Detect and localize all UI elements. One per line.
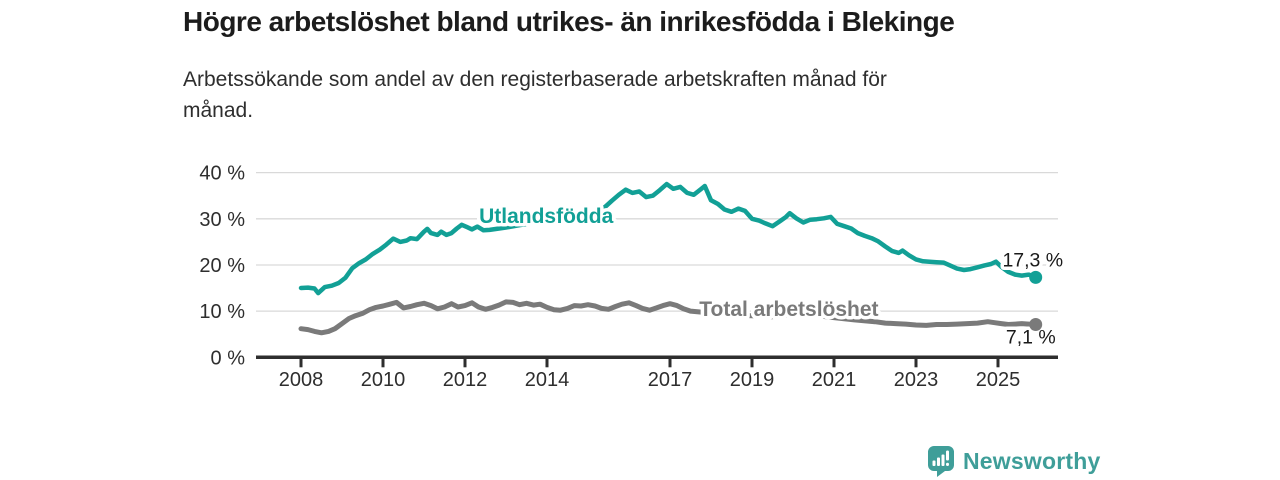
x-tick-label: 2012 [443, 369, 488, 391]
x-tick-label: 2023 [894, 369, 939, 391]
chart-title: Högre arbetslöshet bland utrikes- än inr… [183, 6, 955, 37]
series-line-utlandsfodda [298, 181, 1038, 296]
brand-name: Newsworthy [963, 448, 1101, 474]
series-end-dot-total [1029, 318, 1043, 331]
series-end-dot-utlandsfodda [1029, 270, 1043, 284]
x-tick-label: 2014 [525, 369, 570, 391]
newsworthy-logo[interactable]: Newsworthy [928, 446, 1100, 477]
newsworthy-logo-icon [928, 446, 954, 477]
y-tick-label: 0 % [211, 347, 246, 369]
x-tick-label: 2019 [730, 369, 775, 391]
series-label-total: Total arbetslöshet [699, 298, 878, 321]
series-line-total [298, 299, 1039, 336]
chart-subtitle: Arbetssökande som andel av den registerb… [183, 68, 887, 122]
y-tick-label: 40 % [199, 163, 245, 185]
y-tick-label: 20 % [199, 255, 245, 277]
x-tick-label: 2025 [976, 369, 1021, 391]
x-tick-label: 2008 [279, 369, 324, 391]
x-tick-label: 2021 [812, 369, 857, 391]
x-tick-label: 2010 [361, 369, 406, 391]
series-end-value-total: 7,1 % [1006, 326, 1056, 348]
y-tick-label: 30 % [199, 209, 245, 231]
series-label-utlandsfodda: Utlandsfödda [479, 205, 613, 228]
y-tick-label: 10 % [199, 301, 245, 323]
series-end-value-utlandsfodda: 17,3 % [1002, 249, 1063, 271]
x-tick-label: 2017 [648, 369, 693, 391]
